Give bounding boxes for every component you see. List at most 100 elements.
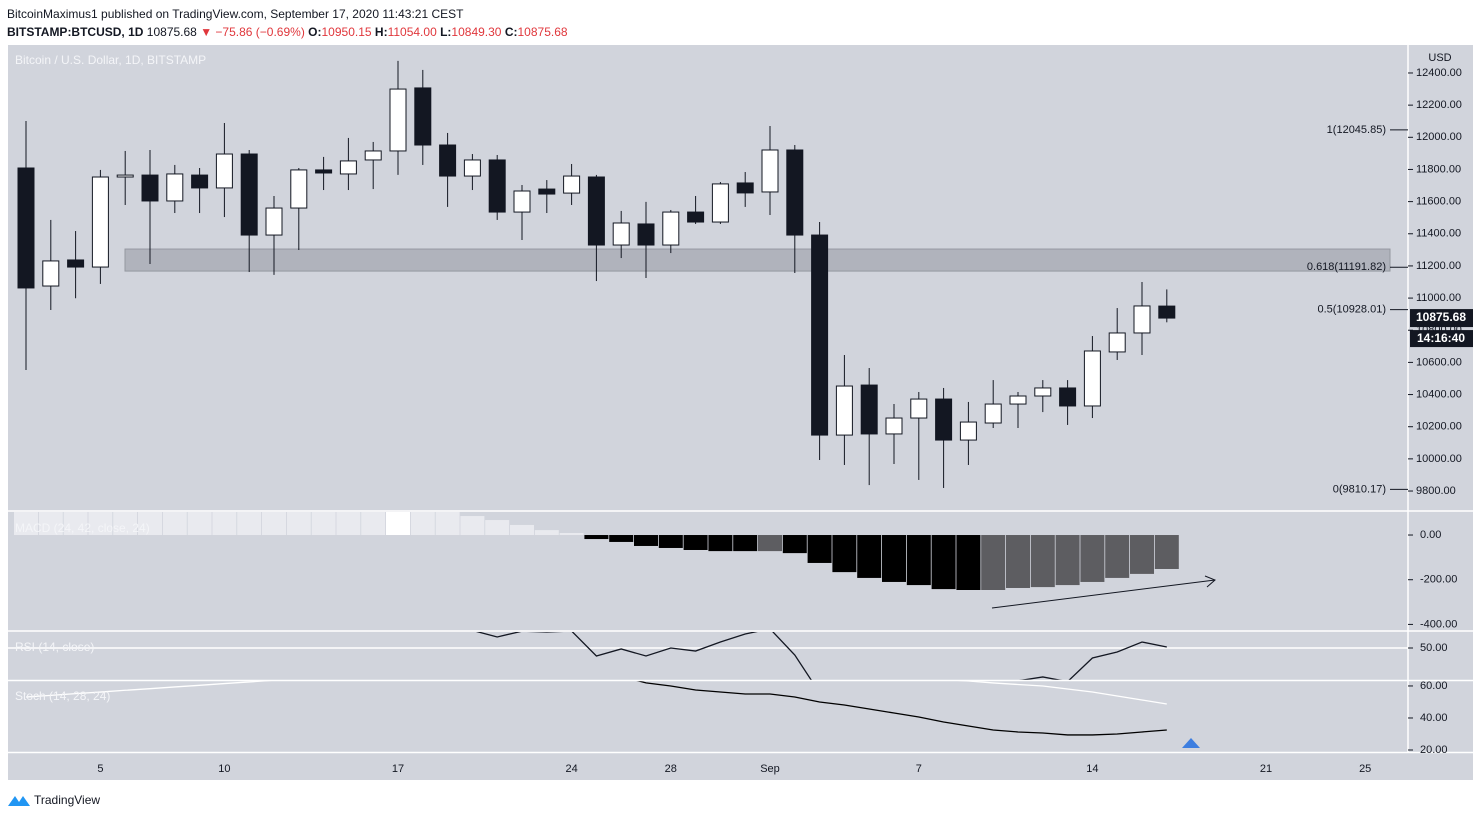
y-tick-label: 10200.00 bbox=[1416, 421, 1462, 433]
histogram-bar bbox=[410, 512, 435, 536]
histogram-bar bbox=[1105, 535, 1130, 578]
x-tick-label: 10 bbox=[218, 763, 230, 775]
histogram-bar bbox=[882, 535, 906, 582]
candle-body bbox=[711, 183, 729, 223]
candle-body bbox=[463, 159, 481, 177]
trend-line bbox=[991, 579, 1216, 609]
candle-body bbox=[935, 398, 953, 441]
histogram-bar bbox=[1154, 535, 1179, 569]
histogram-bar bbox=[534, 530, 559, 536]
candle-body bbox=[389, 88, 407, 152]
y-tick-label: 11200.00 bbox=[1416, 260, 1461, 272]
ohlc-label: O: bbox=[308, 25, 322, 39]
y-tick-label: 0.00 bbox=[1420, 529, 1441, 541]
candle-body bbox=[1059, 387, 1077, 407]
axis-unit: USD bbox=[1428, 52, 1451, 64]
x-tick-label: 25 bbox=[1359, 763, 1371, 775]
arrow-head bbox=[1204, 575, 1216, 588]
y-tick-label: 10000.00 bbox=[1416, 453, 1462, 465]
last-price-label: 10875.68 bbox=[1416, 310, 1466, 324]
candle-body bbox=[42, 260, 60, 287]
logo bbox=[8, 796, 30, 806]
y-tick-label: 12400.00 bbox=[1416, 67, 1462, 79]
candle-body bbox=[215, 153, 233, 189]
indicator-title: RSI (14, close) bbox=[15, 640, 94, 654]
x-tick-label: 28 bbox=[665, 763, 677, 775]
histogram-bar bbox=[1055, 535, 1080, 586]
histogram-bar bbox=[510, 524, 534, 536]
x-tick-label: 24 bbox=[565, 763, 577, 775]
price-pane: Bitcoin / U.S. Dollar, 1D, BITSTAMP bbox=[15, 53, 1391, 488]
histogram-bar bbox=[311, 512, 336, 536]
candle-body bbox=[811, 234, 829, 436]
histogram-bar bbox=[609, 535, 634, 542]
histogram-bar bbox=[683, 535, 708, 550]
axes: USD 12400.00 12200.00 12000.00 11800.00 11600… bbox=[97, 52, 1473, 775]
y-tick-label: 20.00 bbox=[1420, 744, 1448, 756]
rsi-pane: RSI (14, close) bbox=[8, 632, 1408, 680]
fib-label: 1(12045.85) bbox=[1327, 124, 1386, 136]
candle-body bbox=[17, 167, 35, 289]
ohlc-label: C: bbox=[504, 25, 518, 39]
ohlc-value: 11054.00 bbox=[387, 25, 437, 39]
candle-body bbox=[265, 207, 283, 236]
change: ▼ −75.86 (−0.69%) bbox=[200, 25, 305, 39]
ohlc-label: L: bbox=[440, 25, 452, 39]
indicator-title: MACD (24, 42, close, 24) bbox=[15, 521, 150, 535]
candle-body bbox=[166, 173, 184, 202]
histogram-bar bbox=[1080, 535, 1105, 582]
indicator-line bbox=[25, 681, 1167, 705]
indicator-line bbox=[475, 632, 1167, 680]
histogram-bar bbox=[286, 512, 311, 536]
candle-body bbox=[736, 182, 754, 194]
last-price-box bbox=[1410, 309, 1473, 328]
histogram-bar bbox=[1030, 535, 1055, 588]
y-tick-label: 11800.00 bbox=[1416, 163, 1461, 175]
candle-body bbox=[563, 175, 581, 194]
candle-body bbox=[687, 211, 705, 223]
x-tick-label: Sep bbox=[760, 763, 780, 775]
histogram-bar bbox=[113, 512, 138, 536]
candle-body bbox=[612, 222, 630, 246]
histogram-bar bbox=[63, 512, 88, 536]
symbol-line: BITSTAMP:BTCUSD, 1D 10875.68 ▼ −75.86 (−… bbox=[7, 23, 568, 41]
x-tick-label: 21 bbox=[1260, 763, 1272, 775]
indicator-line bbox=[636, 681, 1167, 736]
candle-body bbox=[1009, 395, 1027, 405]
y-tick-label: 40.00 bbox=[1420, 712, 1448, 724]
fib-label: 0(9810.17) bbox=[1333, 483, 1386, 495]
candle-body bbox=[339, 160, 357, 175]
candle-body bbox=[885, 417, 903, 435]
candle-body bbox=[1034, 387, 1052, 397]
histogram-bar bbox=[485, 520, 510, 536]
price: 10875.68 bbox=[146, 25, 197, 39]
x-tick-label: 17 bbox=[392, 763, 404, 775]
histogram-bar bbox=[38, 512, 63, 536]
candle-body bbox=[513, 190, 531, 213]
candle-body bbox=[910, 398, 928, 419]
histogram-bar bbox=[931, 535, 956, 590]
y-tick-label: 11400.00 bbox=[1416, 228, 1461, 240]
ohlc-value: 10875.68 bbox=[517, 25, 568, 39]
x-tick-label: 5 bbox=[97, 763, 103, 775]
histogram-bar bbox=[559, 533, 584, 536]
stoch-pane: Stoch (14, 28, 24) bbox=[15, 681, 1167, 736]
y-tick-label: -400.00 bbox=[1420, 618, 1457, 630]
y-tick-label: 11600.00 bbox=[1416, 196, 1461, 208]
signal-marker bbox=[1182, 738, 1200, 748]
candle-body bbox=[1133, 305, 1151, 334]
y-tick-label: -200.00 bbox=[1420, 574, 1457, 586]
macd-pane: MACD (24, 42, close, 24) bbox=[14, 512, 1179, 590]
candle-body bbox=[439, 144, 457, 177]
zone bbox=[124, 248, 1391, 272]
histogram-bar bbox=[758, 535, 782, 552]
candle-body bbox=[141, 174, 159, 202]
histogram-bar bbox=[88, 512, 113, 536]
histogram-bar bbox=[262, 512, 286, 536]
histogram-bar bbox=[162, 512, 187, 536]
y-tick-label: 9800.00 bbox=[1416, 485, 1456, 497]
histogram-bar bbox=[187, 512, 212, 536]
histogram-bar bbox=[386, 512, 410, 536]
